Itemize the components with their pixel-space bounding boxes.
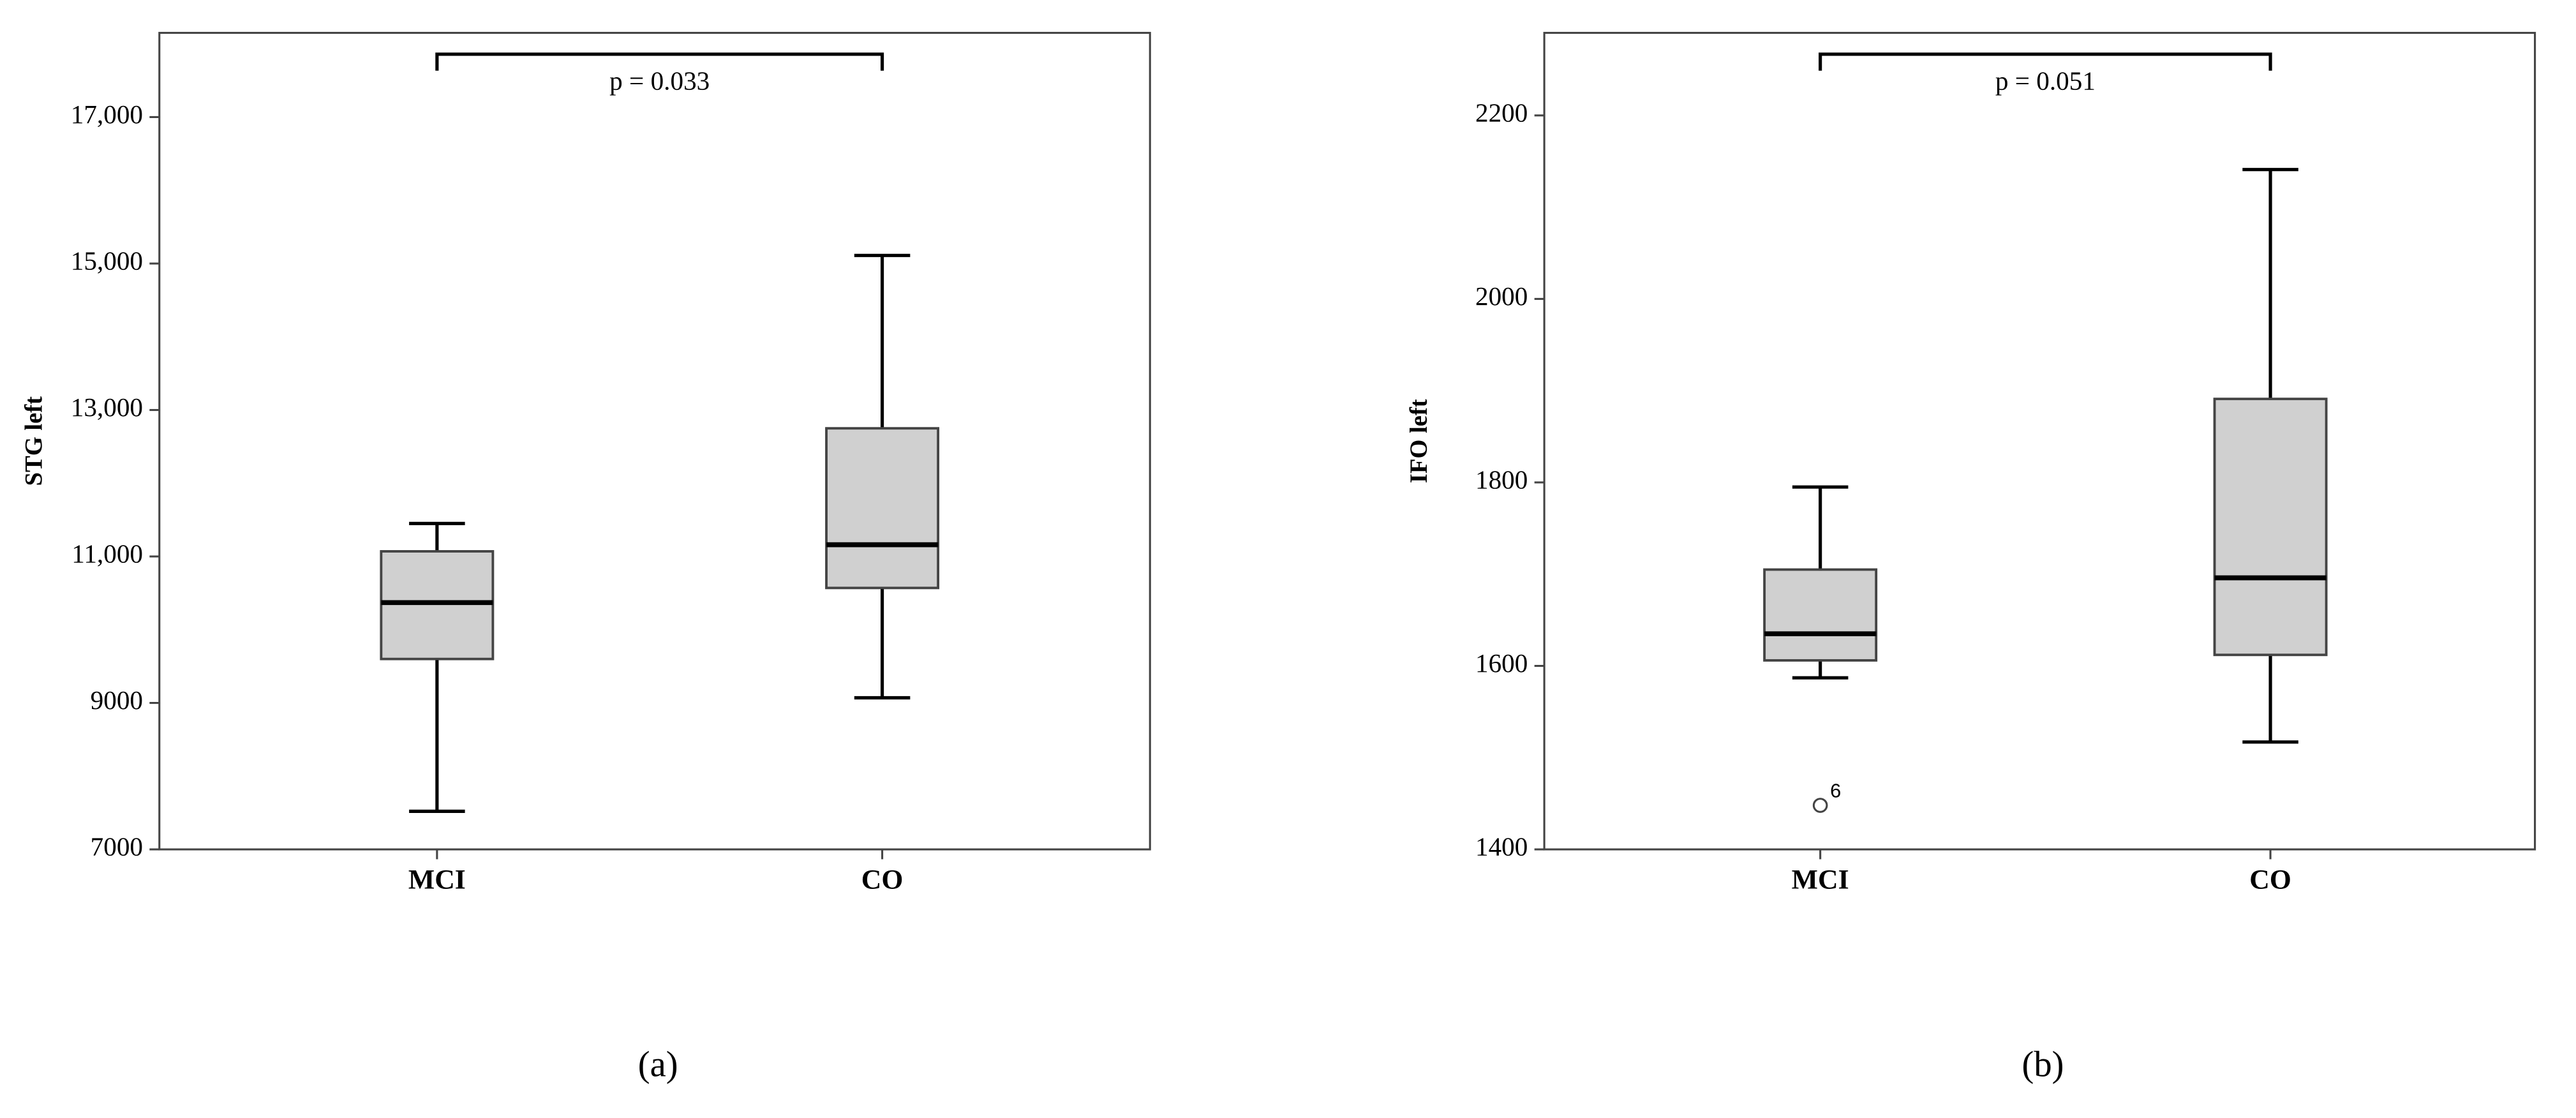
- y-tick-label: 15,000: [71, 246, 143, 275]
- outlier-label: 6: [1830, 780, 1841, 802]
- caption: (b): [2022, 1045, 2064, 1084]
- y-tick-label: 1400: [1475, 832, 1528, 861]
- x-tick-label: CO: [861, 865, 904, 895]
- y-axis-label: STG left: [21, 396, 48, 486]
- outlier: [1812, 798, 1828, 813]
- plot-frame: [158, 31, 1151, 851]
- y-tick-label: 2200: [1475, 98, 1528, 127]
- box: [2213, 398, 2328, 657]
- y-axis-label: IFO left: [1406, 399, 1433, 483]
- y-tick-label: 9000: [91, 685, 143, 715]
- significance-bracket: [1819, 52, 2272, 71]
- y-tick-label: 2000: [1475, 281, 1528, 311]
- y-tick-label: 17,000: [71, 100, 143, 129]
- y-tick-label: 13,000: [71, 392, 143, 422]
- x-tick-label: MCI: [1792, 865, 1849, 895]
- significance-bracket: [435, 52, 884, 71]
- y-tick-label: 11,000: [71, 539, 143, 568]
- annotation: p = 0.051: [1995, 66, 2096, 96]
- box: [1763, 568, 1878, 662]
- box: [825, 427, 940, 590]
- x-tick-label: CO: [2249, 865, 2291, 895]
- y-tick-label: 7000: [91, 832, 143, 861]
- caption: (a): [638, 1045, 678, 1084]
- plot-frame: [1543, 31, 2536, 851]
- x-tick-label: MCI: [408, 865, 466, 895]
- y-tick-label: 1800: [1475, 465, 1528, 494]
- annotation: p = 0.033: [609, 66, 710, 96]
- y-tick-label: 1600: [1475, 648, 1528, 678]
- box: [380, 550, 495, 660]
